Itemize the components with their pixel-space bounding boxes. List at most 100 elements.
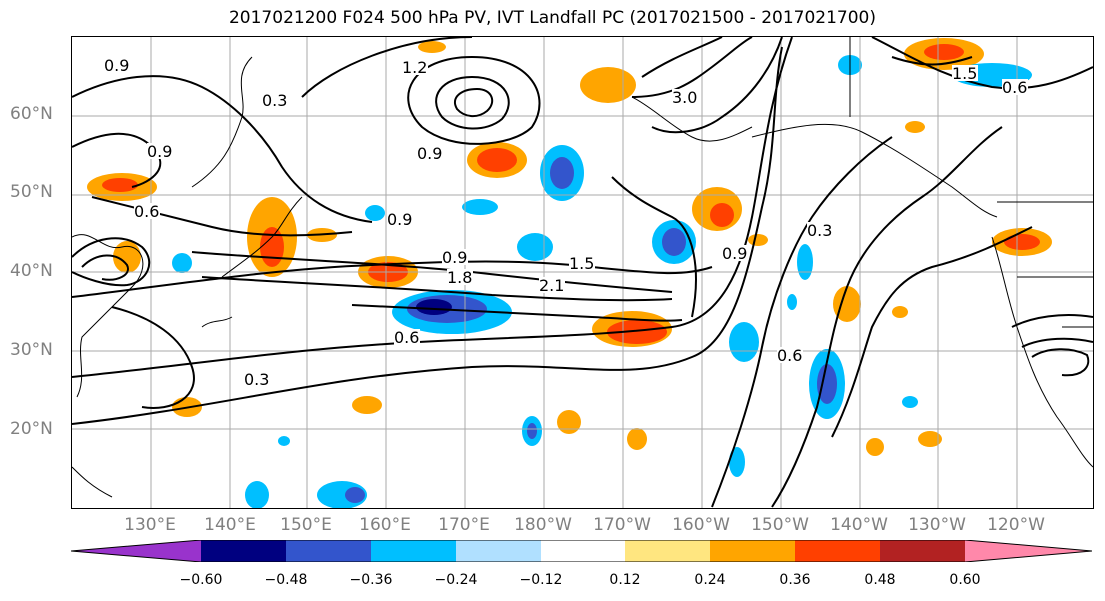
colorbar-bin [456,540,541,562]
shade-negative [416,299,452,315]
colorbar-bin [286,540,371,562]
contour-label: 0.6 [1002,78,1027,97]
map-canvas: 0.9 0.9 1.2 0.3 3.0 1.5 0.6 0.9 0.6 0.9 … [72,37,1093,508]
contour-label: 0.9 [387,210,412,229]
shade-positive [418,41,446,53]
pv-contours [72,37,1093,508]
shade-positive [557,410,581,434]
contour-label: 0.9 [104,56,129,75]
colorbar-bin [710,540,795,562]
shade-positive [477,148,517,172]
contour-label: 0.9 [417,144,442,163]
shade-positive [710,203,734,227]
shade-negative [527,423,537,439]
colorbar-bin [880,540,965,562]
shade-negative [345,487,365,503]
lat-label-20n: 20°N [10,419,53,439]
shade-positive [352,396,382,414]
shade-positive [113,241,141,273]
colorbar-tick: −0.36 [349,572,393,588]
contour-label: 2.1 [539,276,564,295]
lon-label-170e: 170°E [438,515,490,535]
shade-negative [550,157,574,189]
lon-label-160e: 160°E [359,515,411,535]
contour-label: 0.3 [262,91,287,110]
colorbar-bin [541,540,625,562]
shade-positive [580,67,636,103]
colorbar [71,540,1092,562]
shade-positive [607,320,667,344]
shade-positive [833,286,861,322]
contour-label: 1.2 [402,58,427,77]
colorbar-bin [201,540,286,562]
lat-label-50n: 50°N [10,182,53,202]
colorbar-bin [371,540,456,562]
contour-labels: 0.9 0.9 1.2 0.3 3.0 1.5 0.6 0.9 0.6 0.9 … [104,56,1028,389]
graticule [72,37,1093,508]
contour-label: 0.3 [807,221,832,240]
lon-label-140w: 140°W [830,515,888,535]
shade-negative [729,322,759,362]
colorbar-bin [625,540,710,562]
shade-positive [866,438,884,456]
shaded-anomalies [87,38,1052,508]
contour-label: 0.9 [442,248,467,267]
shade-positive [748,234,768,246]
shade-negative [517,233,553,261]
contour-label: 3.0 [672,88,697,107]
lon-label-130w: 130°W [908,515,966,535]
lon-label-170w: 170°W [593,515,651,535]
colorbar-extend-low [71,540,201,562]
colorbar-tick: 0.12 [609,572,641,588]
colorbar-tick: 0.48 [864,572,896,588]
shade-negative [278,436,290,446]
colorbar-tick: 0.60 [949,572,981,588]
colorbar-bin [795,540,880,562]
lon-label-150w: 150°W [751,515,809,535]
shade-negative [462,199,498,215]
map-panel: 0.9 0.9 1.2 0.3 3.0 1.5 0.6 0.9 0.6 0.9 … [71,36,1094,509]
colorbar-tick: −0.48 [264,572,308,588]
contour-label: 0.9 [147,142,172,161]
lat-label-30n: 30°N [10,340,53,360]
lon-label-160w: 160°W [672,515,730,535]
lon-label-150e: 150°E [280,515,332,535]
shade-positive [892,306,908,318]
contour-label: 0.9 [722,244,747,263]
shade-negative [729,447,745,477]
colorbar-tick: −0.60 [179,572,223,588]
lat-label-40n: 40°N [10,261,53,281]
colorbar-tick: 0.24 [694,572,726,588]
contour-label: 0.6 [134,202,159,221]
contour-label: 1.8 [447,268,472,287]
contour-label: 1.5 [569,254,594,273]
shade-positive [102,178,138,192]
shade-negative [787,294,797,310]
colorbar-tick: −0.12 [519,572,563,588]
shade-positive [260,227,284,267]
contour-label: 0.6 [777,346,802,365]
lon-label-130e: 130°E [124,515,176,535]
shade-positive [1004,234,1040,250]
contour-label: 1.5 [952,64,977,83]
shade-negative [797,244,813,280]
shade-negative [662,228,686,256]
shade-negative [902,396,918,408]
shade-positive [627,428,647,450]
lon-label-180w: 180°W [514,515,572,535]
contour-label: 0.6 [394,328,419,347]
colorbar-extend-high [965,540,1092,562]
lon-label-140e: 140°E [204,515,256,535]
contour-label: 0.3 [244,370,269,389]
lon-label-120w: 120°W [987,515,1045,535]
figure-title: 2017021200 F024 500 hPa PV, IVT Landfall… [228,8,876,28]
shade-negative [172,253,192,273]
colorbar-tick: −0.24 [434,572,478,588]
shade-negative [817,364,837,404]
shade-positive [905,121,925,133]
shade-negative [245,481,269,508]
shade-positive [924,44,964,60]
shade-negative [365,205,385,221]
colorbar-tick: 0.36 [779,572,811,588]
shade-positive [918,431,942,447]
